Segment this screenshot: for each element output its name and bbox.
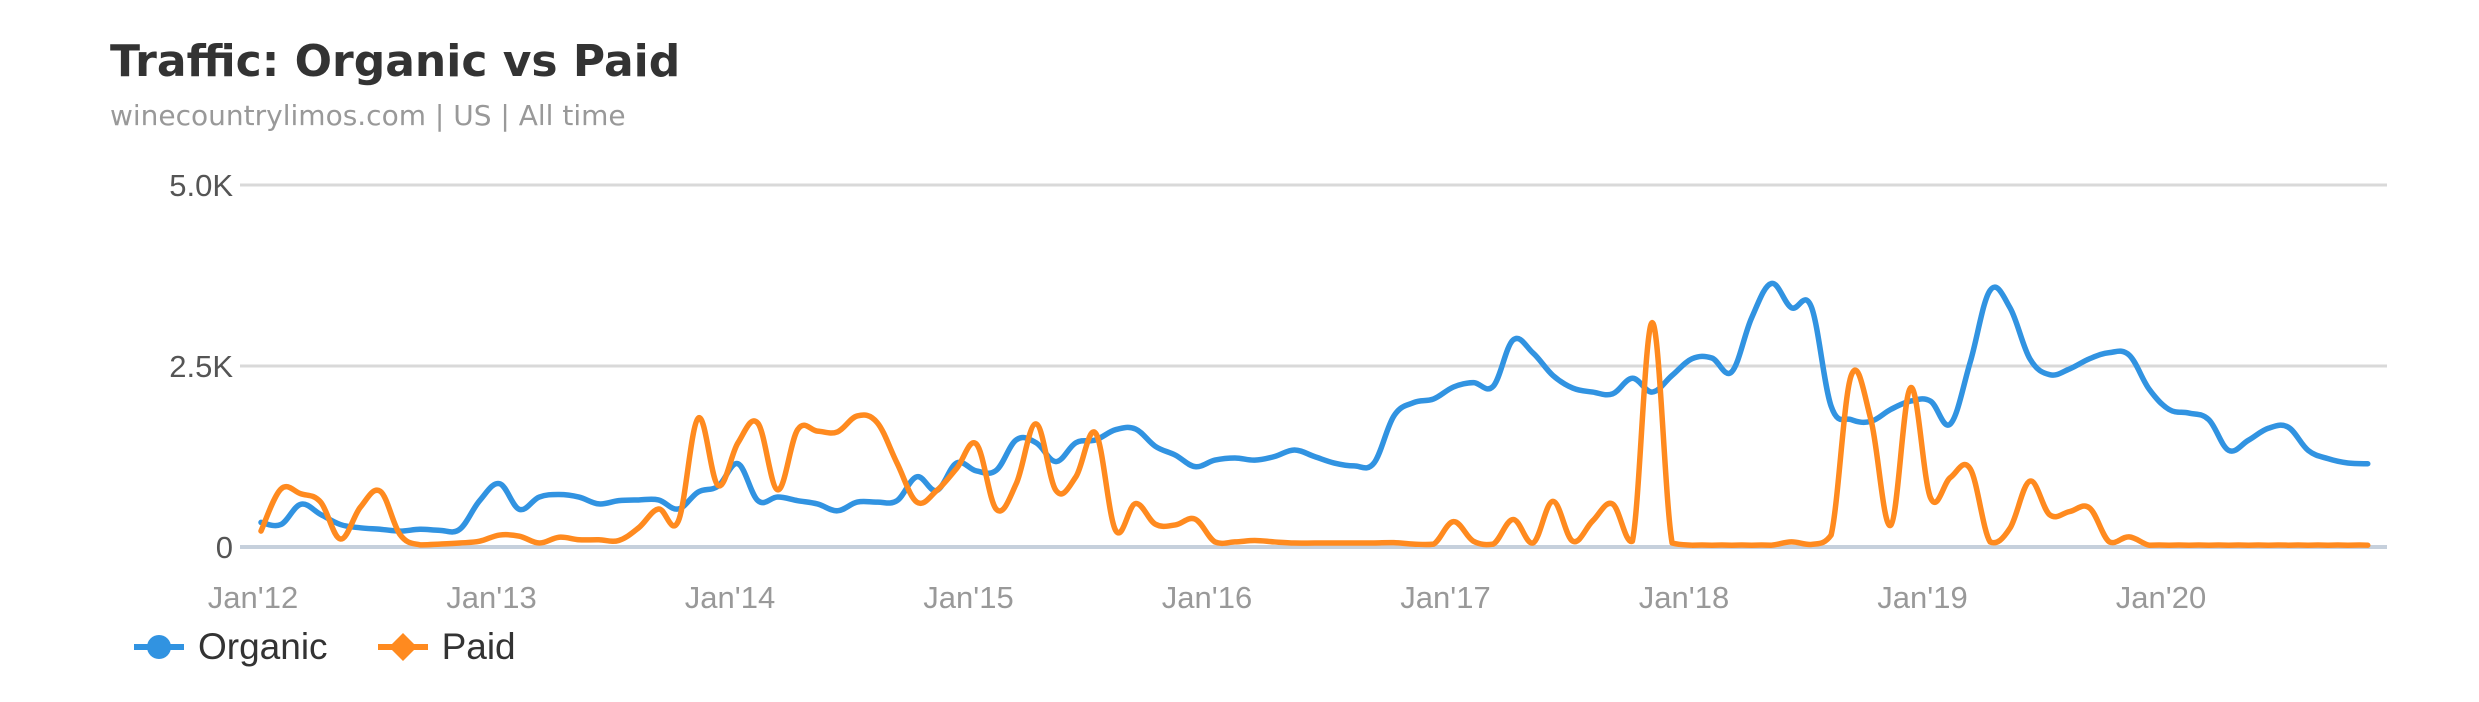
x-tick-label: Jan'20 [2116,580,2206,615]
y-axis-labels: 0 2.5K 5.0K [169,168,233,565]
legend-item-paid[interactable]: Paid [377,626,516,668]
diamond-marker-icon [377,633,428,661]
series-line-organic [258,280,2371,535]
y-tick-label: 0 [216,530,233,565]
x-tick-label: Jan'19 [1877,580,1967,615]
series-lines [258,280,2371,548]
legend-label: Organic [198,626,328,667]
x-tick-label: Jan'13 [446,580,536,615]
legend: Organic Paid [134,626,552,668]
x-tick-label: Jan'15 [923,580,1013,615]
x-tick-label: Jan'17 [1400,580,1490,615]
y-tick-label: 5.0K [169,168,233,203]
series-line-paid [258,319,2371,548]
chart-title: Traffic: Organic vs Paid [110,36,681,87]
chart-subtitle: winecountrylimos.com | US | All time [110,99,626,132]
legend-item-organic[interactable]: Organic [134,626,328,668]
x-axis-labels: Jan'12 Jan'13 Jan'14 Jan'15 Jan'16 Jan'17 Jan'… [208,580,2206,615]
x-tick-label: Jan'18 [1639,580,1729,615]
x-tick-label: Jan'16 [1162,580,1252,615]
legend-label: Paid [441,626,516,667]
x-tick-label: Jan'12 [208,580,298,615]
y-tick-label: 2.5K [169,349,233,384]
x-tick-label: Jan'14 [685,580,775,615]
gridlines [240,183,2387,549]
circle-marker-icon [134,635,184,659]
